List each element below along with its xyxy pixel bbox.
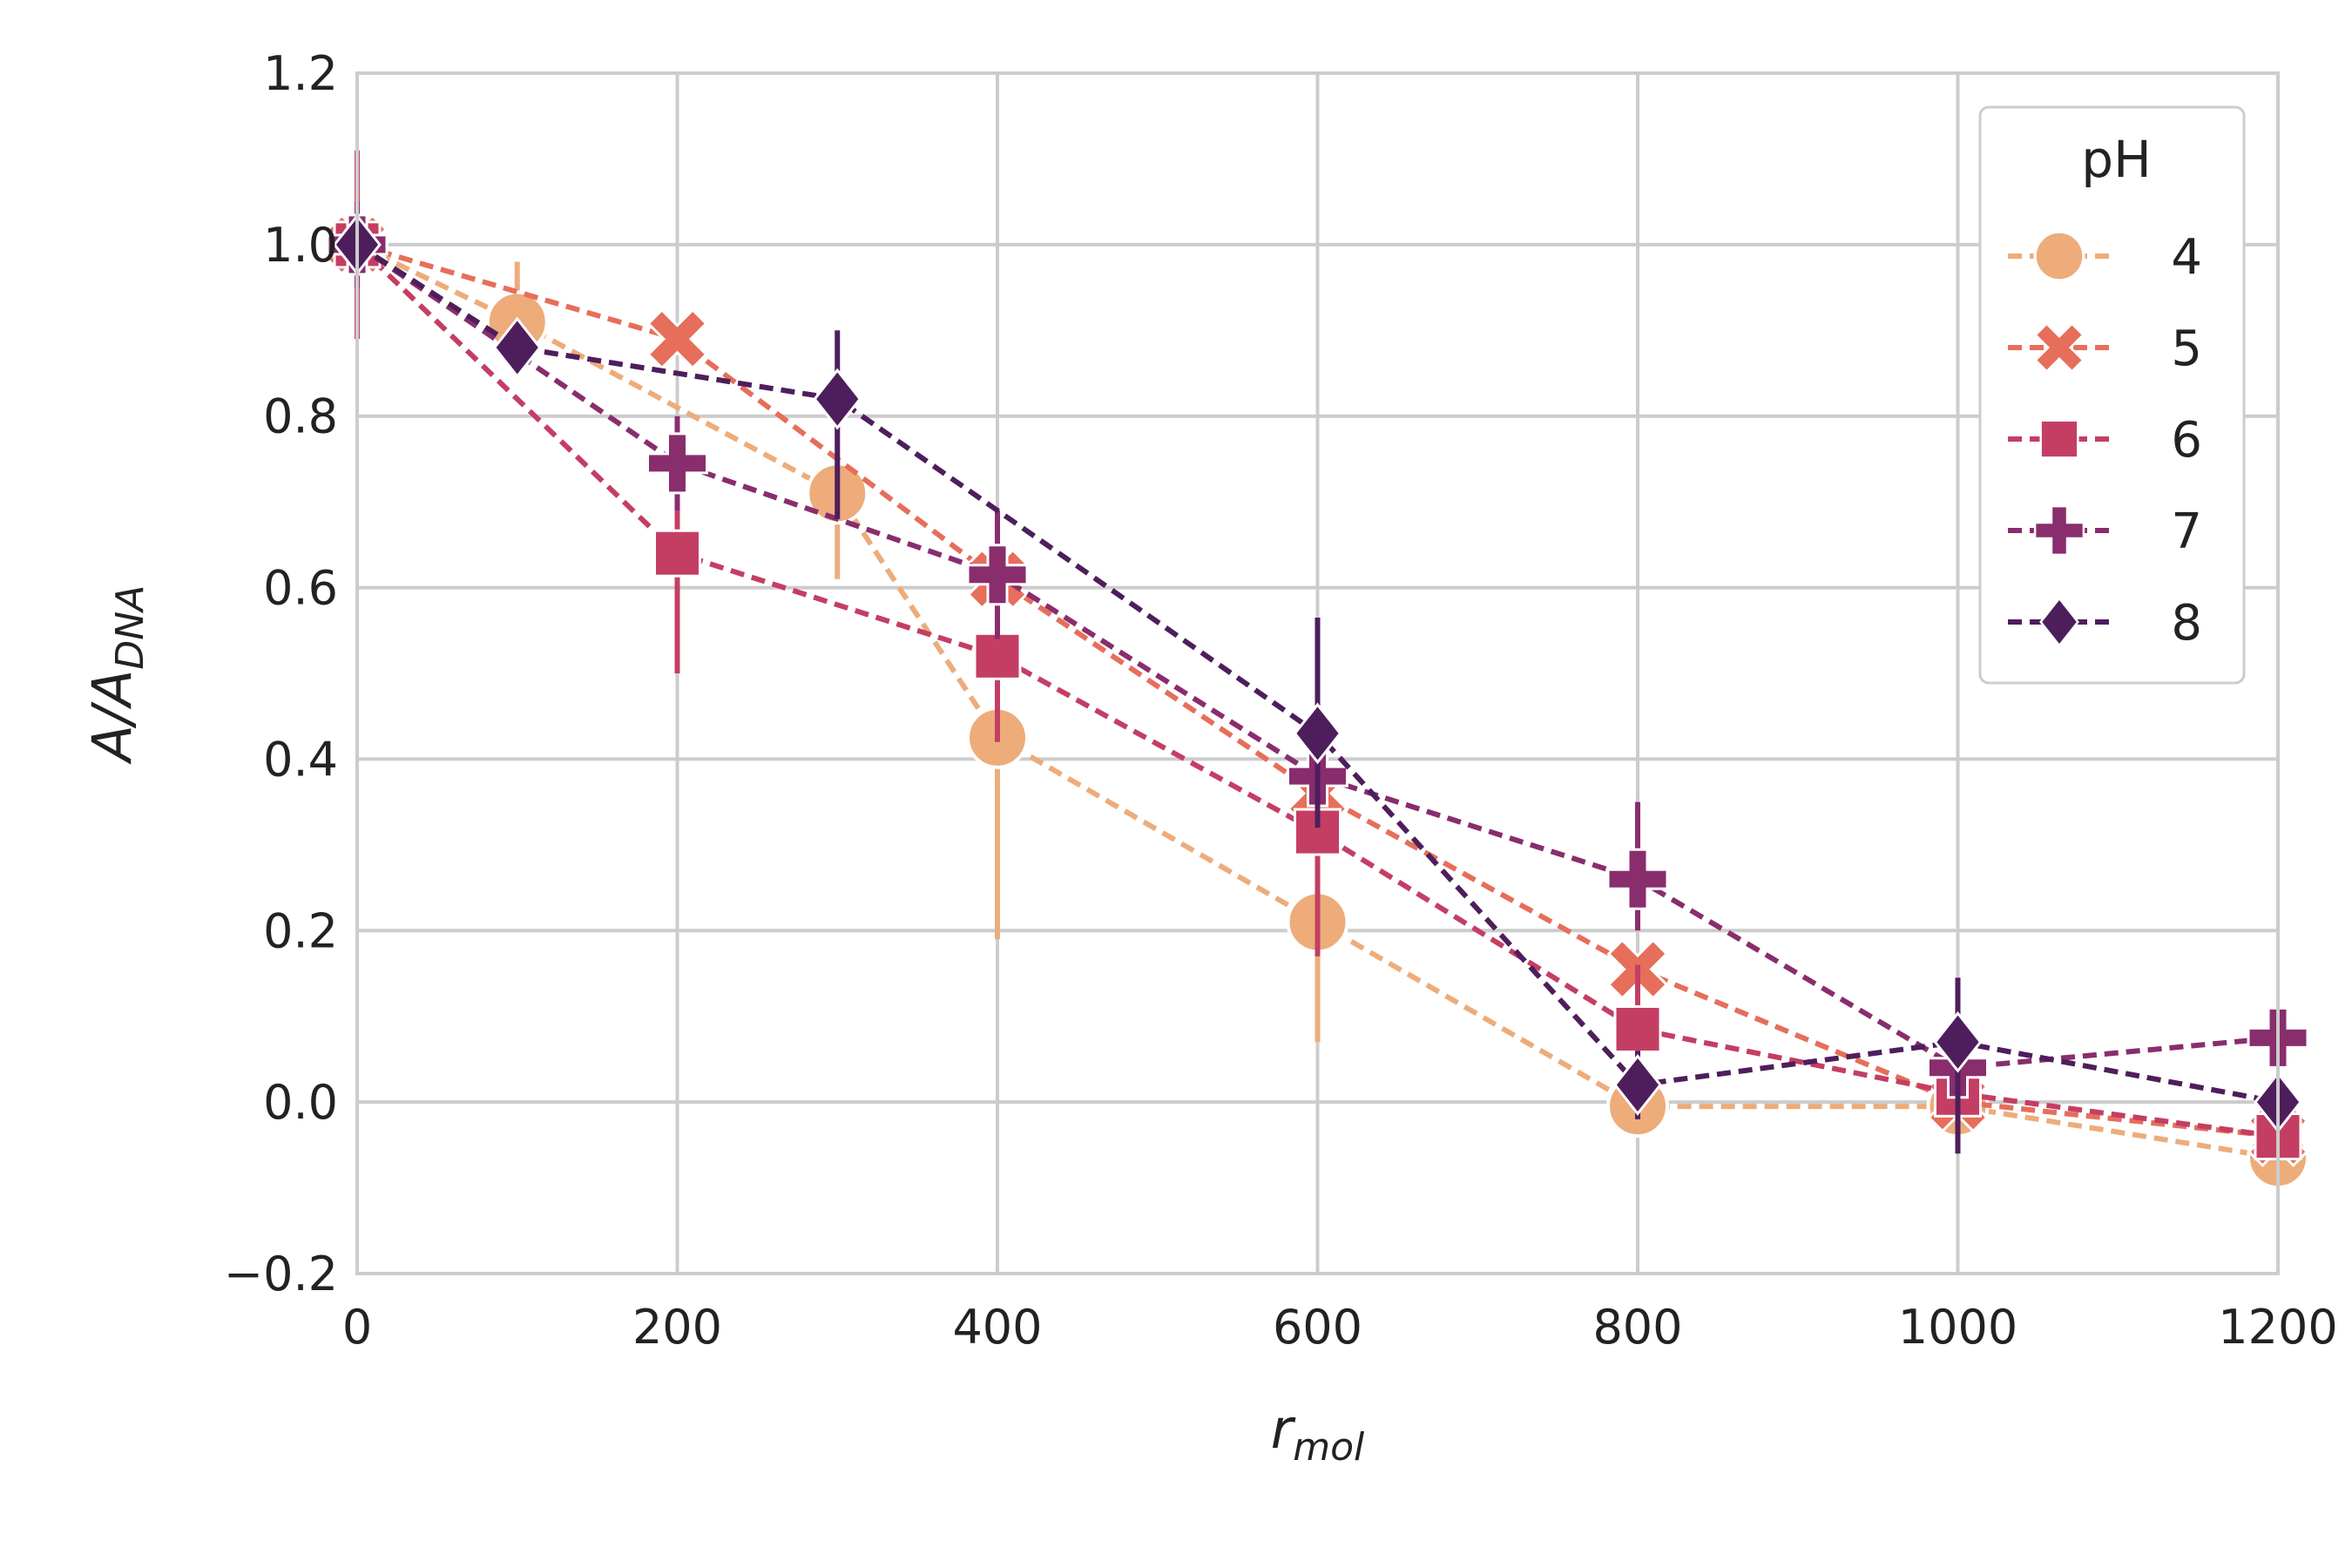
legend-title: pH [2081, 130, 2151, 189]
marker-diamond [2039, 596, 2079, 648]
y-axis-label-sub: DNA [108, 585, 152, 670]
legend: pH 4 5 6 7 8 [1978, 105, 2246, 685]
legend-label: 5 [2171, 321, 2202, 377]
marker-diamond [1613, 1054, 1662, 1116]
marker-plus [2033, 504, 2085, 557]
y-tick-label: 0.2 [263, 903, 338, 958]
marker-circle [2033, 230, 2085, 282]
data-point [1293, 702, 1342, 765]
legend-label: 6 [2171, 412, 2202, 469]
legend-box [1978, 105, 2246, 685]
legend-entry: 8 [2008, 595, 2202, 652]
x-tick-label: 600 [1273, 1300, 1362, 1355]
y-tick-label: 0.4 [263, 732, 338, 787]
legend-label: 4 [2171, 229, 2202, 286]
data-point [966, 544, 1029, 606]
x-tick-label: 800 [1592, 1300, 1682, 1355]
y-tick-label: 1.0 [263, 218, 338, 273]
x-tick-label: 0 [342, 1300, 372, 1355]
x-tick-labels: 0 200 400 600 800 1000 1200 [342, 1300, 2338, 1355]
legend-entry: 6 [2008, 412, 2202, 469]
data-point [973, 632, 1022, 680]
x-axis-label: rmol [1271, 1397, 1365, 1470]
marker-square [1613, 1004, 1662, 1053]
legend-entry: 5 [2008, 321, 2202, 377]
y-axis-label-main: A/A [80, 670, 144, 766]
y-tick-label: 1.2 [263, 46, 338, 101]
marker-x [2034, 322, 2085, 373]
y-tick-labels: −0.2 0.0 0.2 0.4 0.6 0.8 1.0 1.2 [224, 46, 338, 1301]
data-point [653, 529, 701, 578]
marker-diamond [813, 368, 862, 430]
x-axis-label-sub: mol [1293, 1425, 1365, 1470]
marker-square [2039, 419, 2079, 459]
legend-entries: 4 5 6 7 8 [2008, 229, 2202, 652]
data-point [1613, 1004, 1662, 1053]
y-axis-label: A/ADNA [80, 585, 152, 766]
data-point [646, 432, 708, 495]
data-point [492, 316, 542, 379]
marker-diamond [1933, 1010, 1983, 1073]
data-point [1606, 848, 1669, 910]
x-tick-label: 200 [632, 1300, 722, 1355]
data-point [1613, 1054, 1662, 1116]
marker-plus [646, 432, 708, 495]
marker-square [653, 529, 701, 578]
legend-entry: 7 [2008, 504, 2202, 560]
y-tick-label: −0.2 [224, 1247, 338, 1301]
y-tick-label: 0.6 [263, 561, 338, 616]
data-point [1933, 1010, 1983, 1073]
y-tick-label: 0.0 [263, 1075, 338, 1130]
marker-square [973, 632, 1022, 680]
marker-x [646, 308, 708, 370]
y-tick-label: 0.8 [263, 389, 338, 444]
data-point [646, 308, 708, 370]
marker-diamond [492, 316, 542, 379]
marker-x-shape [646, 308, 708, 370]
legend-label: 7 [2171, 504, 2202, 560]
series-line [355, 242, 2279, 1161]
legend-label: 8 [2171, 595, 2202, 652]
marker-diamond [1293, 702, 1342, 765]
series-8 [333, 213, 2302, 1154]
x-axis-label-main: r [1271, 1397, 1296, 1461]
marker-plus [1606, 848, 1669, 910]
data-point [813, 368, 862, 430]
x-tick-label: 1200 [2218, 1300, 2337, 1355]
x-tick-label: 400 [952, 1300, 1042, 1355]
marker-plus [966, 544, 1029, 606]
marker-x-shape [2034, 322, 2085, 373]
x-tick-label: 1000 [1898, 1300, 2017, 1355]
legend-entry: 4 [2008, 229, 2202, 286]
plot-frame [355, 71, 2280, 1275]
